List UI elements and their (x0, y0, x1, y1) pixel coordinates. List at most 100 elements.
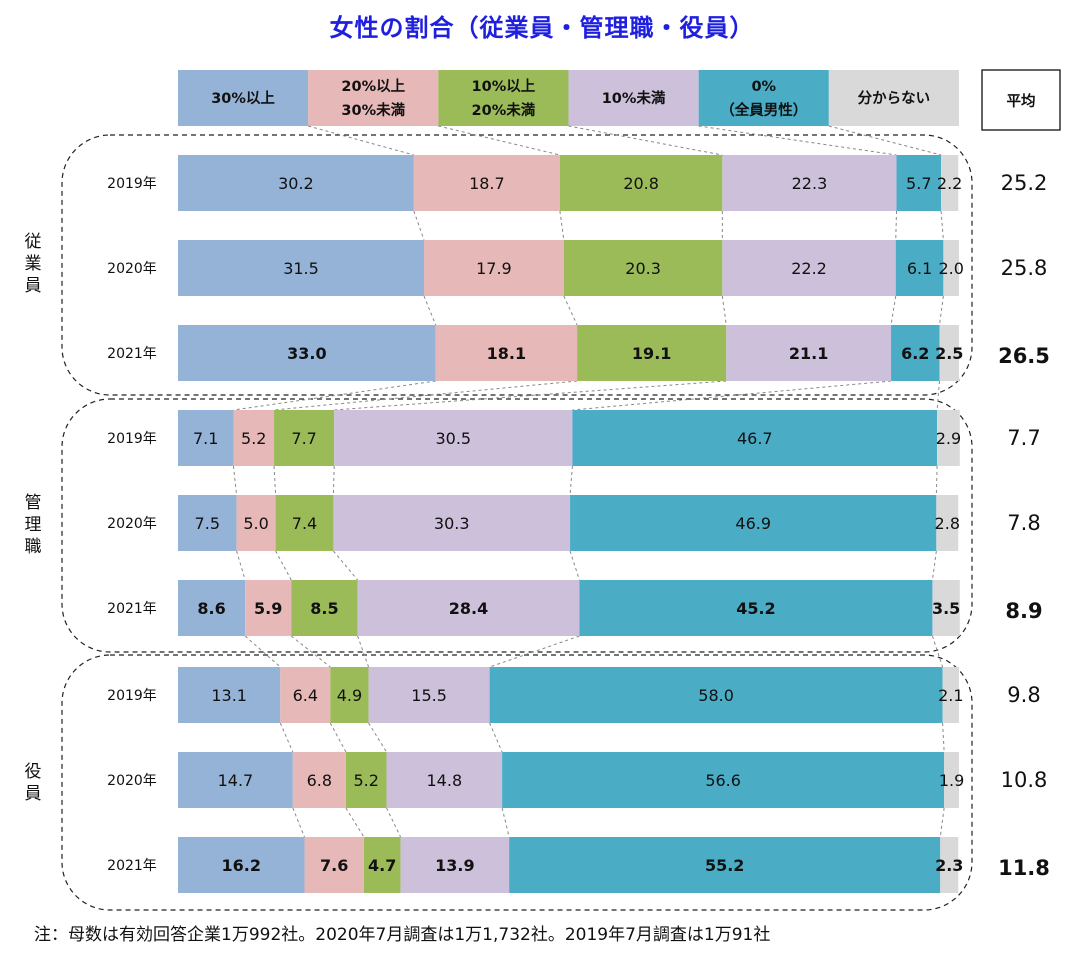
connector-line (290, 635, 331, 668)
data-label: 2.3 (935, 856, 963, 875)
data-label: 13.9 (435, 856, 474, 875)
connector-line (292, 807, 305, 838)
bar-segment (932, 580, 960, 636)
bar-segment (726, 325, 892, 381)
connector-line (345, 807, 365, 838)
average-value: 7.7 (1007, 426, 1040, 450)
data-label: 1.9 (939, 771, 964, 790)
data-label: 7.1 (193, 429, 218, 448)
bar-segment (936, 495, 959, 551)
legend-swatch-4 (568, 70, 699, 126)
data-label: 18.7 (469, 174, 505, 193)
connector-line (274, 380, 578, 411)
year-label: 2021年 (107, 346, 157, 362)
average-value: 25.8 (1001, 256, 1048, 280)
data-label: 22.2 (791, 259, 827, 278)
bar-segment (489, 667, 943, 723)
connector-line (275, 550, 292, 581)
data-label: 3.5 (932, 599, 960, 618)
bar-segment (178, 410, 234, 466)
average-value: 9.8 (1007, 683, 1040, 707)
data-label: 6.2 (901, 344, 929, 363)
bar-segment (236, 495, 276, 551)
bar-segment (304, 837, 364, 893)
data-label: 5.2 (353, 771, 378, 790)
legend-label-4: 10%未満 (602, 89, 666, 107)
bar-segment (178, 495, 237, 551)
data-label: 30.5 (435, 429, 471, 448)
data-label: 7.4 (292, 514, 317, 533)
legend-swatch-1 (178, 70, 309, 126)
year-label: 2019年 (107, 431, 157, 447)
connector-line (890, 295, 897, 326)
connector-line (572, 380, 892, 411)
bar-segment (570, 495, 937, 551)
connector-line (232, 465, 238, 496)
legend-label-1: 30%以上 (211, 90, 275, 107)
legend-swatch-2 (308, 70, 439, 126)
data-label: 30.2 (278, 174, 314, 193)
data-label: 5.0 (243, 514, 268, 533)
average-value: 25.2 (1001, 171, 1048, 195)
group-label-2: 管理職 (25, 493, 42, 557)
data-label: 5.2 (241, 429, 266, 448)
data-label: 2.8 (935, 514, 960, 533)
connector-line (828, 125, 942, 156)
bar-segment (722, 240, 896, 296)
bar-segment (280, 667, 331, 723)
bar-segment (291, 580, 358, 636)
group-label-3: 役員 (25, 762, 42, 804)
connector-line (332, 465, 335, 496)
connector-line (698, 125, 897, 156)
data-label: 4.9 (337, 686, 362, 705)
data-label: 31.5 (283, 259, 319, 278)
data-label: 15.5 (411, 686, 447, 705)
connector-line (938, 295, 944, 326)
connector-line (368, 722, 387, 753)
legend-swatch-3 (438, 70, 569, 126)
bar-segment (891, 325, 940, 381)
connector-line (935, 465, 938, 496)
bar-segment (178, 837, 305, 893)
bar-segment (178, 580, 246, 636)
data-label: 18.1 (487, 344, 526, 363)
connector-line (563, 295, 578, 326)
legend-swatch-6 (828, 70, 959, 126)
bar-segment (368, 667, 490, 723)
connector-line (568, 125, 723, 156)
year-label: 2020年 (107, 516, 157, 532)
connector-line (233, 380, 436, 411)
data-label: 56.6 (705, 771, 741, 790)
group-label-1: 従業員 (25, 232, 42, 296)
year-label: 2021年 (107, 601, 157, 617)
legend-label-3: 10%以上 20%未満 (472, 78, 536, 119)
bar-segment (334, 410, 573, 466)
data-label: 2.0 (938, 259, 963, 278)
bar-segment (424, 240, 564, 296)
bar-segment (579, 580, 933, 636)
year-label: 2020年 (107, 773, 157, 789)
data-label: 2.9 (936, 429, 961, 448)
data-label: 20.8 (623, 174, 659, 193)
year-label: 2021年 (107, 858, 157, 874)
average-value: 26.5 (998, 344, 1050, 368)
connector-line (386, 807, 402, 838)
connector-line (936, 380, 940, 411)
data-label: 13.1 (211, 686, 247, 705)
bar-segment (939, 325, 959, 381)
bar-segment (178, 752, 293, 808)
data-label: 55.2 (705, 856, 744, 875)
bar-segment (896, 155, 942, 211)
data-label: 20.3 (625, 259, 661, 278)
bar-segment (577, 325, 727, 381)
data-label: 19.1 (632, 344, 671, 363)
bar-segment (233, 410, 275, 466)
bar-segment (943, 240, 959, 296)
bar-segment (345, 752, 387, 808)
data-label: 6.1 (907, 259, 932, 278)
data-label: 58.0 (698, 686, 734, 705)
bar-segment (330, 667, 369, 723)
group-box-3 (61, 654, 973, 911)
data-label: 33.0 (287, 344, 326, 363)
bar-segment (509, 837, 941, 893)
